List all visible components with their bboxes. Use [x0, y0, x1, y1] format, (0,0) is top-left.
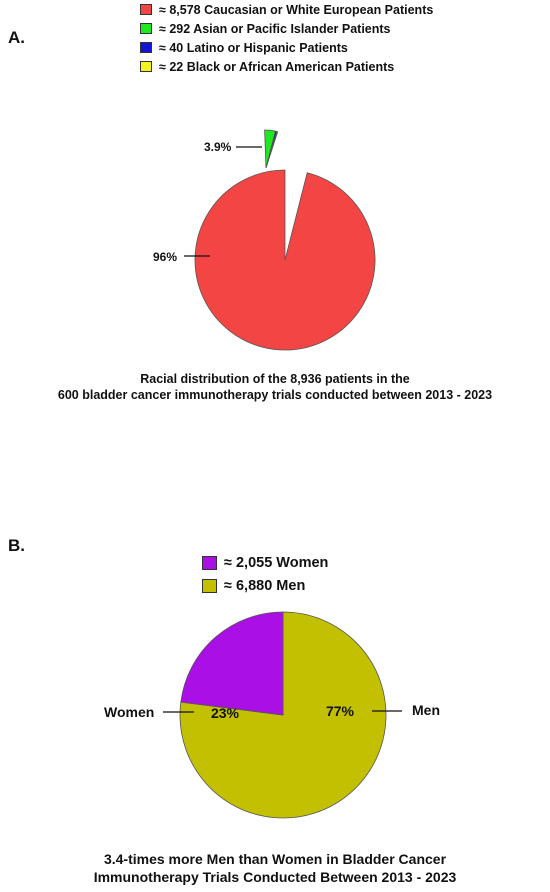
legend-label: ≈ 8,578 Caucasian or White European Pati… — [159, 3, 434, 17]
slice-name-label: Men — [412, 702, 440, 718]
data-label: 96% — [153, 250, 177, 264]
legend-swatch — [140, 4, 152, 15]
legend-swatch — [140, 23, 152, 34]
pie-slice — [194, 169, 376, 351]
data-label: 3.9% — [204, 140, 232, 154]
legend-swatch — [202, 556, 217, 570]
pie-slice — [180, 611, 284, 716]
legend-swatch — [202, 579, 217, 593]
slice-name-label: Women — [104, 704, 154, 720]
legend-label: ≈ 6,880 Men — [224, 578, 306, 594]
pie-slice — [264, 129, 276, 169]
panel-a-label: A. — [8, 28, 25, 47]
legend-label: ≈ 40 Latino or Hispanic Patients — [159, 41, 348, 55]
legend-swatch — [140, 42, 152, 53]
panel-a-caption: Racial distribution of the 8,936 patient… — [0, 371, 550, 403]
panel-b-caption: 3.4-times more Men than Women in Bladder… — [0, 850, 550, 886]
caption-line: Racial distribution of the 8,936 patient… — [140, 372, 410, 386]
caption-line: 600 bladder cancer immunotherapy trials … — [57, 388, 493, 402]
legend-label: ≈ 2,055 Women — [224, 555, 329, 571]
legend-swatch — [140, 61, 152, 72]
caption-line: 3.4-times more Men than Women in Bladder… — [103, 851, 447, 867]
pie-slice — [265, 131, 279, 169]
data-label: 23% — [211, 705, 240, 721]
legend-label: ≈ 292 Asian or Pacific Islander Patients — [159, 22, 391, 36]
panel-b-label: B. — [8, 536, 25, 555]
caption-line: Immunotherapy Trials Conducted Between 2… — [93, 869, 457, 885]
legend-label: ≈ 22 Black or African American Patients — [159, 60, 395, 74]
data-label: 77% — [326, 703, 355, 719]
